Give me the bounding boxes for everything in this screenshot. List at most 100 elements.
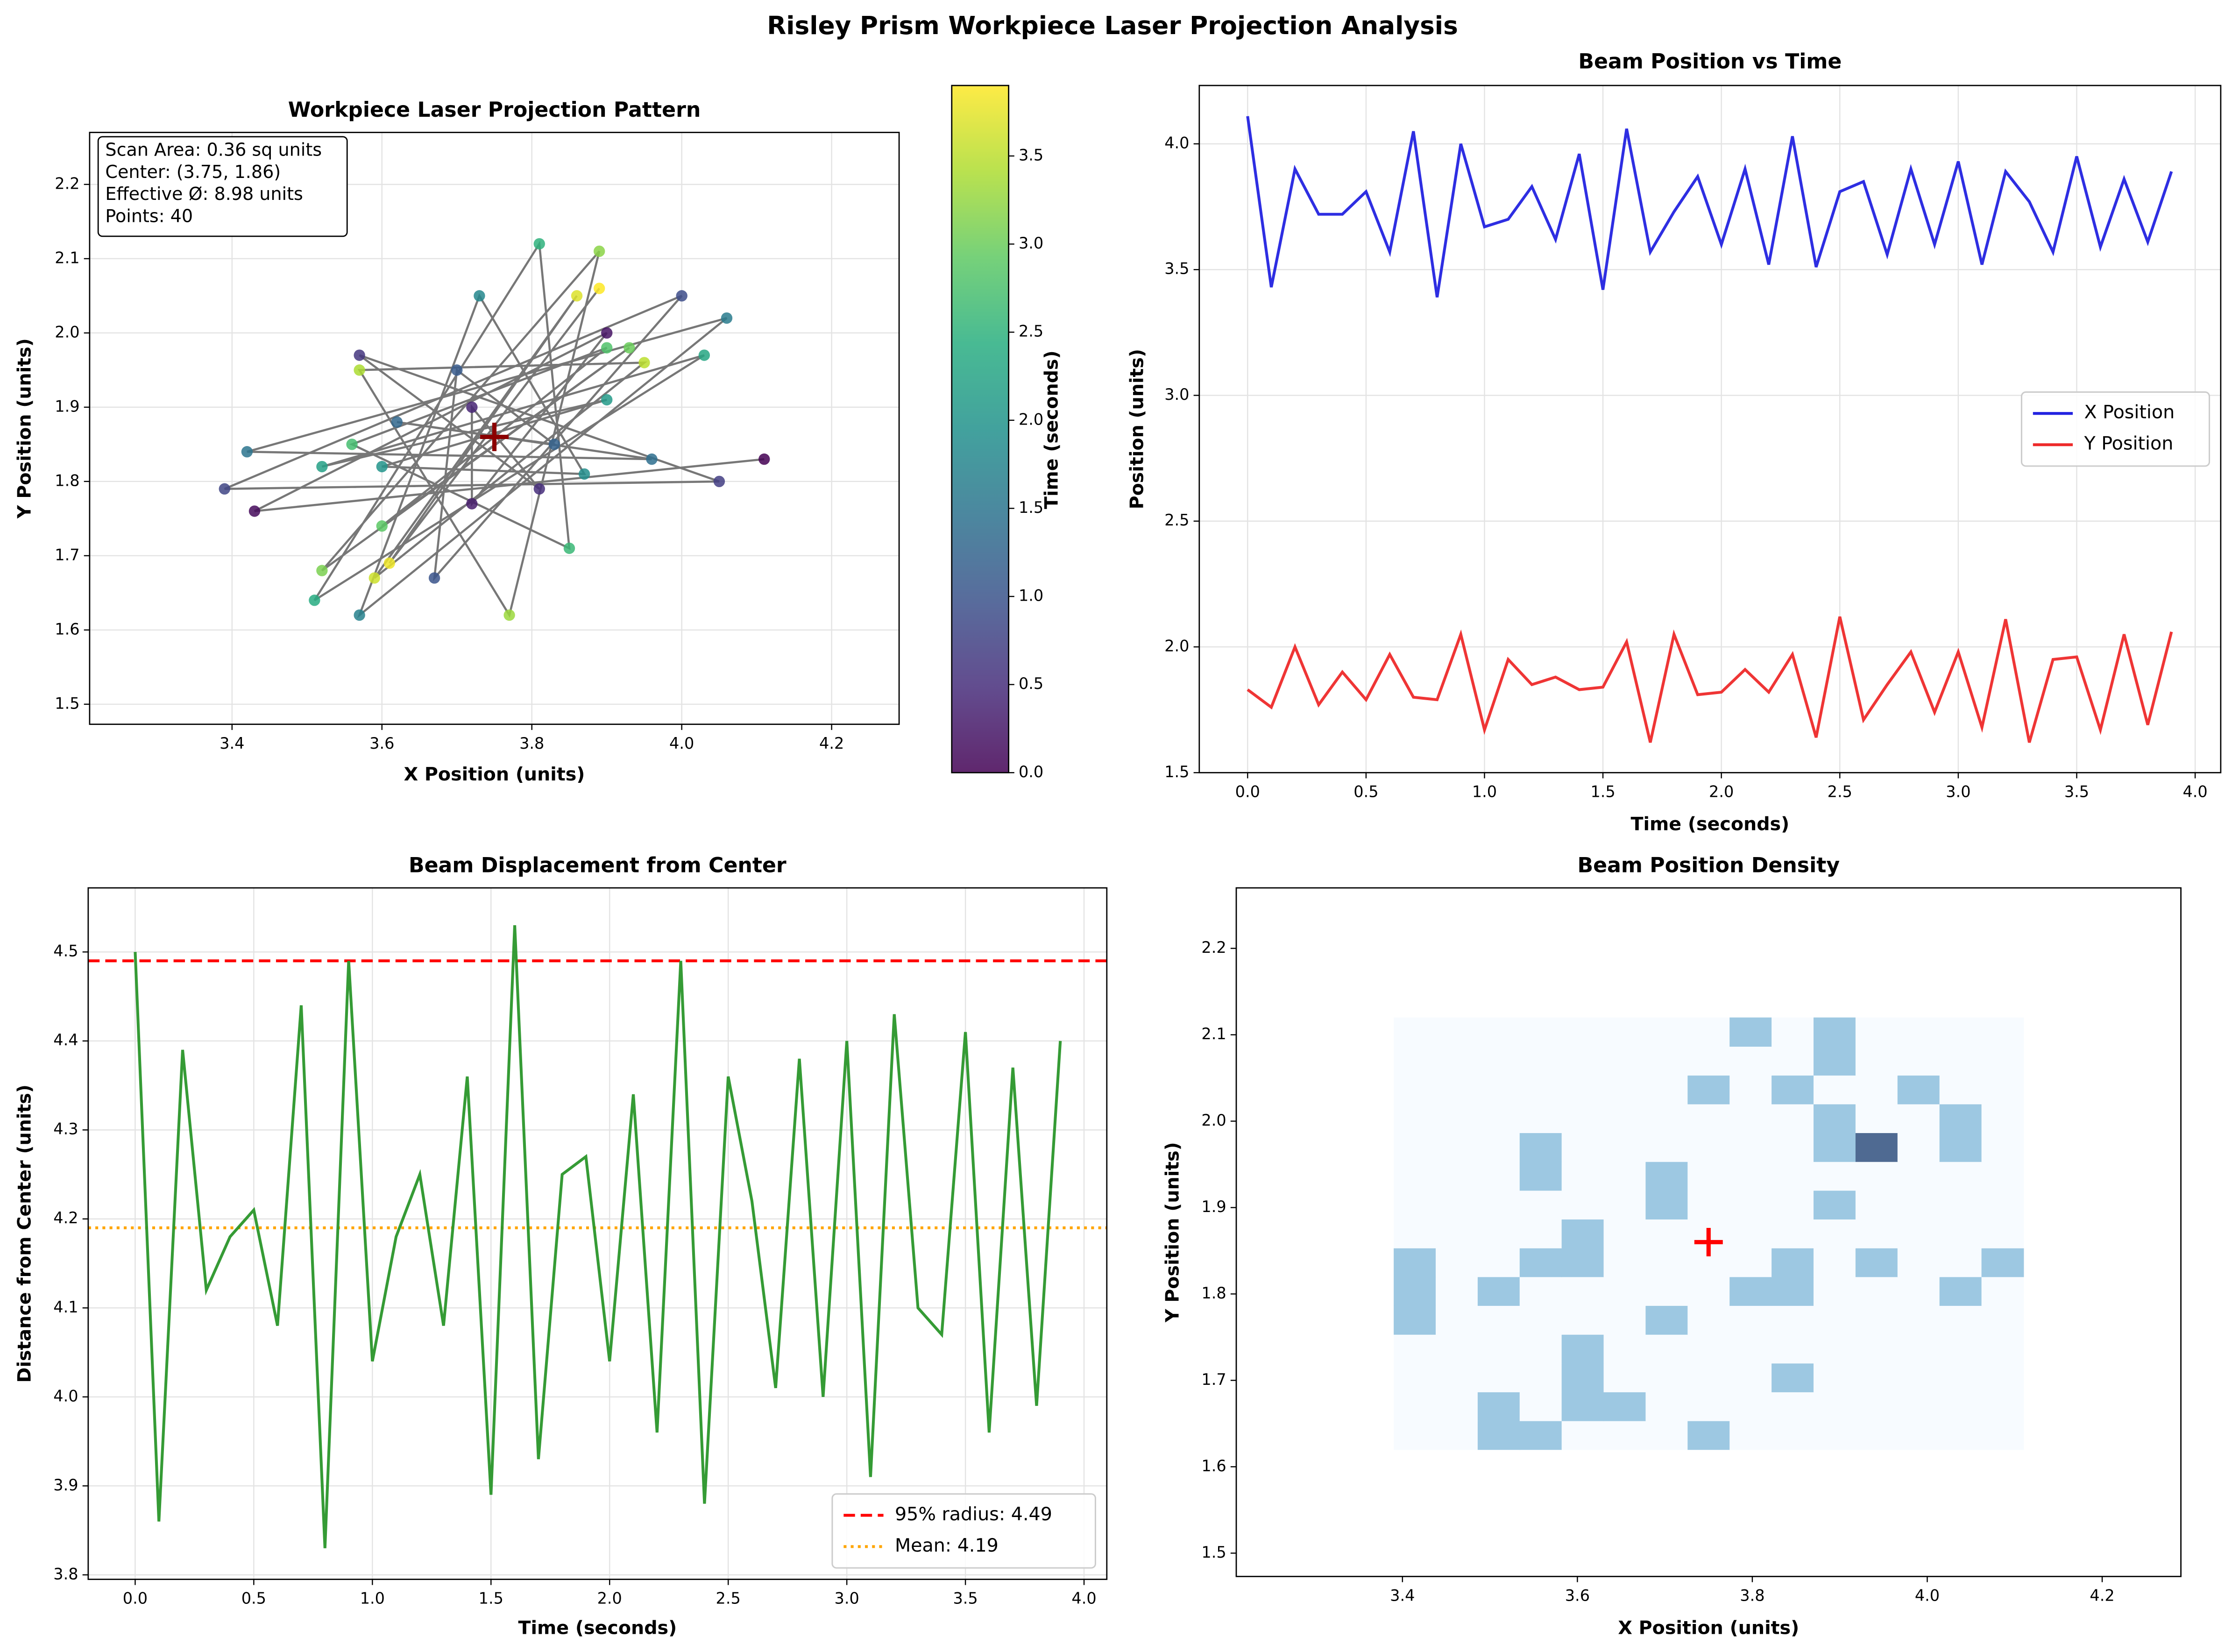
heatmap-cell <box>1897 1305 1940 1335</box>
heatmap-cell <box>1561 1363 1604 1392</box>
heatmap-cell <box>1939 1334 1982 1364</box>
scatter-point <box>376 520 388 532</box>
scatter-point <box>316 461 328 473</box>
heatmap-cell <box>1477 1391 1520 1421</box>
heatmap-cell <box>1897 1046 1940 1076</box>
heatmap-cell <box>1561 1219 1604 1248</box>
scatter-point <box>593 283 605 294</box>
heatmap-cell <box>1394 1190 1436 1220</box>
scatter-point <box>466 401 478 413</box>
y-tick-label: 1.7 <box>55 546 79 564</box>
heatmap-cell <box>1855 1133 1898 1162</box>
heatmap-cell <box>1435 1391 1478 1421</box>
y-tick-label: 3.9 <box>53 1476 78 1494</box>
scatter-point <box>713 475 725 487</box>
x-tick-label: 0.5 <box>241 1589 266 1608</box>
data-line <box>134 925 1062 1548</box>
heatmap-cell <box>1394 1219 1436 1248</box>
heatmap-cell <box>1939 1391 1982 1421</box>
heatmap-cell <box>1603 1276 1646 1306</box>
y-axis-label: Y Position (units) <box>14 338 35 519</box>
heatmap-cell <box>1561 1391 1604 1421</box>
y-tick-label: 4.0 <box>53 1387 78 1405</box>
heatmap-cell <box>1603 1161 1646 1191</box>
heatmap-cell <box>1477 1334 1520 1364</box>
heatmap-cell <box>1771 1046 1814 1076</box>
heatmap-cell <box>1603 1391 1646 1421</box>
colorbar-tick-label: 3.0 <box>1019 234 1043 252</box>
heatmap-cell <box>1687 1276 1730 1306</box>
heatmap-cell <box>1939 1017 1982 1047</box>
x-tick-label: 2.5 <box>716 1589 741 1608</box>
heatmap-cell <box>1603 1363 1646 1392</box>
heatmap-cell <box>1394 1391 1436 1421</box>
scatter-point <box>533 483 545 495</box>
heatmap-cell <box>1855 1276 1898 1306</box>
heatmap-cell <box>1771 1276 1814 1306</box>
heatmap-cell <box>1897 1104 1940 1133</box>
heatmap-cell <box>1939 1248 1982 1277</box>
heatmap-cell <box>1603 1133 1646 1162</box>
heatmap-cell <box>1687 1161 1730 1191</box>
x-tick-label: 4.2 <box>2090 1586 2114 1604</box>
heatmap-cell <box>1855 1017 1898 1047</box>
heatmap-cell <box>1477 1363 1520 1392</box>
heatmap-cell <box>1771 1334 1814 1364</box>
x-tick-label: 1.0 <box>1472 782 1497 801</box>
heatmap-cell <box>1435 1420 1478 1450</box>
scatter-point <box>646 453 658 465</box>
y-tick-label: 2.2 <box>1201 938 1226 957</box>
heatmap-cell <box>1897 1276 1940 1306</box>
heatmap-cell <box>1771 1161 1814 1191</box>
heatmap-cell <box>1814 1075 1856 1105</box>
x-tick-label: 1.0 <box>360 1589 385 1608</box>
y-axis-label: Y Position (units) <box>1162 1142 1183 1323</box>
heatmap-cell <box>1603 1248 1646 1277</box>
heatmap-cell <box>1477 1133 1520 1162</box>
x-tick-label: 3.4 <box>220 734 244 752</box>
heatmap-cell <box>1519 1017 1562 1047</box>
heatmap-cell <box>1687 1075 1730 1105</box>
heatmap-cell <box>1519 1363 1562 1392</box>
heatmap-cell <box>1645 1104 1688 1133</box>
scatter-point <box>601 394 613 406</box>
x-tick-label: 4.0 <box>2182 782 2207 801</box>
heatmap-cell <box>1855 1305 1898 1335</box>
heatmap-cell <box>1561 1104 1604 1133</box>
x-tick-label: 3.6 <box>1565 1586 1590 1604</box>
heatmap-cell <box>1981 1391 2024 1421</box>
heatmap-cell <box>1477 1017 1520 1047</box>
heatmap-cell <box>1855 1046 1898 1076</box>
y-tick-label: 4.2 <box>53 1209 78 1227</box>
x-tick-label: 4.0 <box>1071 1589 1096 1608</box>
scatter-point <box>563 542 575 554</box>
x-tick-label: 3.6 <box>369 734 394 752</box>
y-tick-label: 4.5 <box>53 942 78 960</box>
heatmap-cell <box>1561 1133 1604 1162</box>
heatmap-cell <box>1939 1363 1982 1392</box>
x-tick-label: 3.8 <box>1740 1586 1764 1604</box>
x-axis-label: X Position (units) <box>1618 1617 1799 1638</box>
x-tick-label: 3.5 <box>953 1589 978 1608</box>
scatter-point <box>316 565 328 576</box>
heatmap-cell <box>1771 1305 1814 1335</box>
heatmap-cell <box>1729 1046 1772 1076</box>
heatmap-cell <box>1981 1161 2024 1191</box>
heatmap-cell <box>1771 1391 1814 1421</box>
heatmap-cell <box>1435 1046 1478 1076</box>
x-tick-label: 3.5 <box>2064 782 2089 801</box>
heatmap-cell <box>1435 1104 1478 1133</box>
heatmap-cell <box>1939 1075 1982 1105</box>
y-tick-label: 4.3 <box>53 1120 78 1138</box>
heatmap-cell <box>1394 1133 1436 1162</box>
y-tick-label: 2.0 <box>1164 637 1189 655</box>
axes-title: Beam Position Density <box>1577 853 1840 877</box>
x-tick-label: 4.2 <box>819 734 844 752</box>
figure-title: Risley Prism Workpiece Laser Projection … <box>767 11 1458 40</box>
heatmap-cell <box>1519 1276 1562 1306</box>
heatmap-cell <box>1687 1046 1730 1076</box>
y-tick-label: 1.5 <box>1164 763 1189 781</box>
heatmap-cell <box>1939 1046 1982 1076</box>
heatmap-cell <box>1519 1190 1562 1220</box>
heatmap-cell <box>1729 1017 1772 1047</box>
